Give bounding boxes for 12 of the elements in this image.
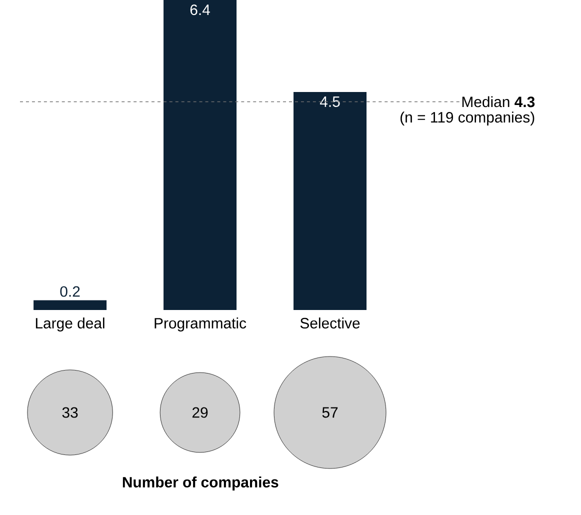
text: Number of companies [122, 476, 278, 490]
data-label: 57 [322, 407, 338, 418]
data-label: 29 [192, 407, 208, 418]
ref-line-label: Median 4.3 [462, 96, 535, 108]
data-label: 0.2 [60, 286, 80, 297]
x-tick-label: Selective [300, 318, 360, 328]
data-label: 33 [62, 407, 78, 418]
x-tick-label: Programmatic [154, 318, 246, 332]
annotation: (n = 119 companies) [400, 112, 534, 126]
data-label: 4.5 [320, 96, 340, 107]
x-tick-label: Large deal [36, 318, 104, 332]
data-label: 6.4 [190, 4, 210, 16]
